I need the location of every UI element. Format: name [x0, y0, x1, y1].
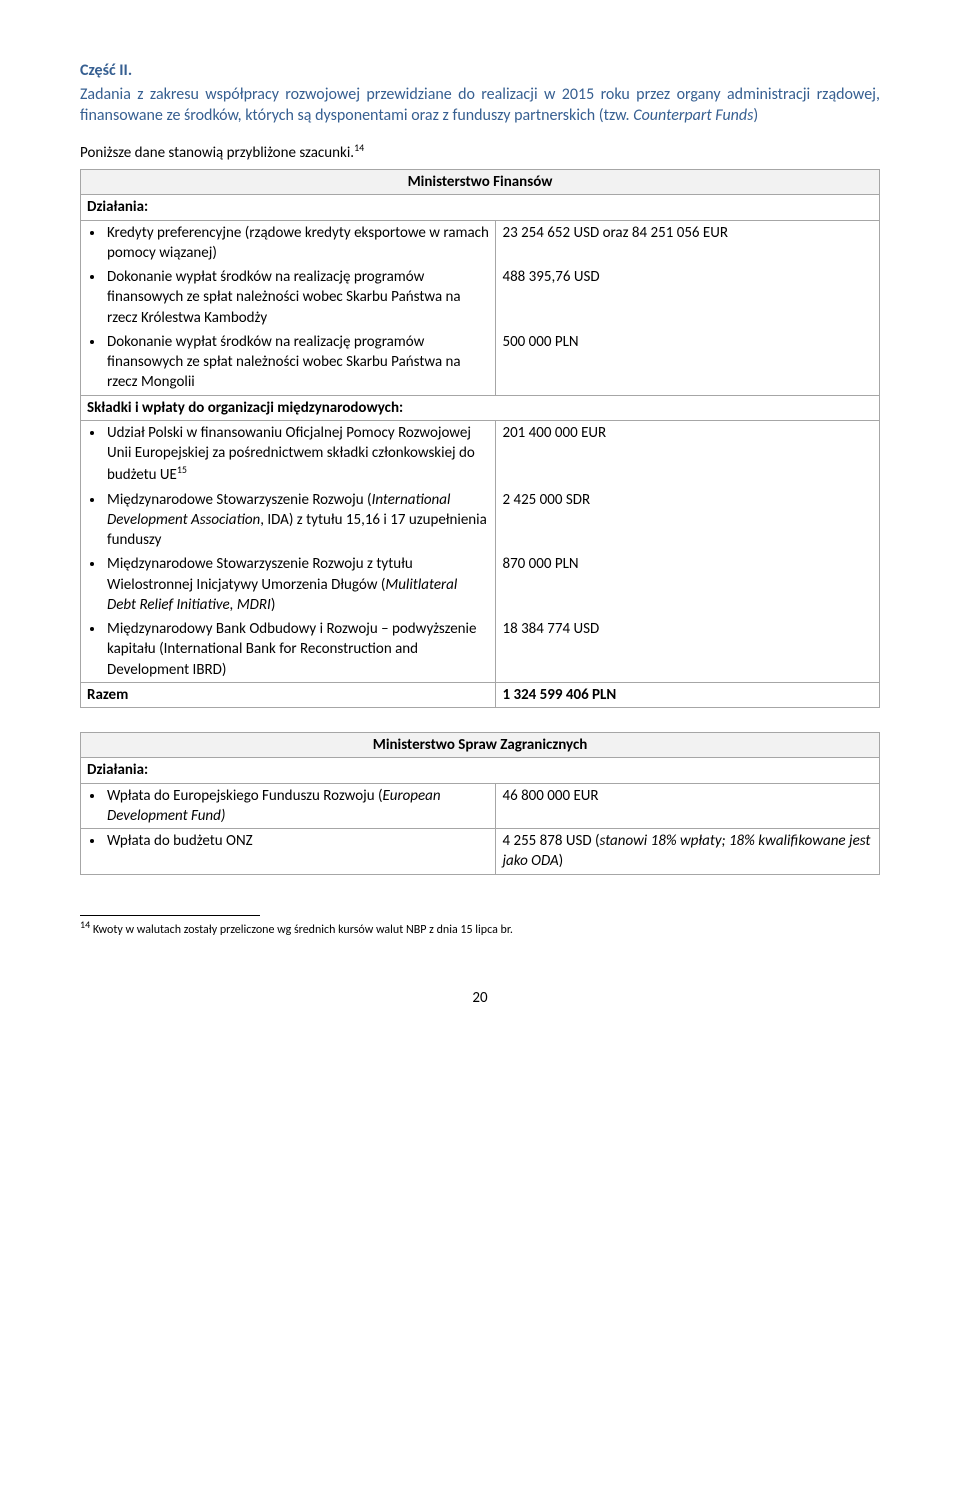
- table1-contrib-row-1-left: Udział Polski w finansowaniu Oficjalnej …: [81, 420, 496, 487]
- cell-text-pre: 4 255 878 USD (: [502, 832, 599, 850]
- list-item: Dokonanie wypłat środków na realizację p…: [105, 267, 489, 328]
- section-description: Zadania z zakresu współpracy rozwojowej …: [80, 84, 880, 127]
- table2-actions-label: Działania:: [81, 758, 880, 783]
- desc-part-italic: Counterpart Funds: [633, 106, 753, 125]
- table2-row-1-right: 46 800 000 EUR: [496, 783, 880, 829]
- table-ministry-foreign: Ministerstwo Spraw Zagranicznych Działan…: [80, 732, 880, 875]
- table1-contrib-row-1-right: 201 400 000 EUR: [496, 420, 880, 487]
- list-item: Międzynarodowy Bank Odbudowy i Rozwoju –…: [105, 619, 489, 680]
- table2-row-2-right: 4 255 878 USD (stanowi 18% wpłaty; 18% k…: [496, 829, 880, 875]
- cell-text: Udział Polski w finansowaniu Oficjalnej …: [107, 424, 475, 485]
- table2-row-1-left: Wpłata do Europejskiego Funduszu Rozwoju…: [81, 783, 496, 829]
- footnote-number: 14: [80, 918, 90, 931]
- cell-text-pre: Międzynarodowe Stowarzyszenie Rozwoju (: [107, 491, 372, 509]
- table1-action-row-2-right: 488 395,76 USD: [496, 265, 880, 330]
- table1-contrib-label: Składki i wpłaty do organizacji międzyna…: [81, 395, 880, 420]
- list-item: Udział Polski w finansowaniu Oficjalnej …: [105, 423, 489, 486]
- table1-contrib-row-3-right: 870 000 PLN: [496, 552, 880, 617]
- desc-part-3: ): [753, 106, 758, 125]
- table1-total-value: 1 324 599 406 PLN: [496, 682, 880, 707]
- table1-total-label: Razem: [81, 682, 496, 707]
- table1-contrib-row-4-right: 18 384 774 USD: [496, 617, 880, 682]
- table1-action-row-2-left: Dokonanie wypłat środków na realizację p…: [81, 265, 496, 330]
- table1-actions-label: Działania:: [81, 195, 880, 220]
- page-number: 20: [80, 988, 880, 1008]
- table2-row-2-left: Wpłata do budżetu ONZ: [81, 829, 496, 875]
- table-ministry-finance: Ministerstwo Finansów Działania: Kredyty…: [80, 169, 880, 708]
- subnote: Poniższe dane stanowią przybliżone szacu…: [80, 141, 880, 163]
- footnote-separator: [80, 915, 260, 916]
- table1-action-row-1-left: Kredyty preferencyjne (rządowe kredyty e…: [81, 220, 496, 265]
- subnote-text: Poniższe dane stanowią przybliżone szacu…: [80, 144, 354, 162]
- cell-text-post: ): [559, 852, 564, 870]
- desc-part-1: Zadania z zakresu współpracy rozwojowej …: [80, 85, 880, 126]
- table1-action-row-3-right: 500 000 PLN: [496, 330, 880, 395]
- footnote: 14 Kwoty w walutach zostały przeliczone …: [80, 918, 880, 938]
- table1-contrib-row-4-left: Międzynarodowy Bank Odbudowy i Rozwoju –…: [81, 617, 496, 682]
- table2-header: Ministerstwo Spraw Zagranicznych: [81, 733, 880, 758]
- list-item: Kredyty preferencyjne (rządowe kredyty e…: [105, 223, 489, 264]
- list-item: Międzynarodowe Stowarzyszenie Rozwoju z …: [105, 554, 489, 615]
- cell-sup: 15: [177, 463, 187, 476]
- subnote-sup: 14: [354, 141, 364, 154]
- table1-action-row-1-right: 23 254 652 USD oraz 84 251 056 EUR: [496, 220, 880, 265]
- cell-text-pre: Międzynarodowe Stowarzyszenie Rozwoju z …: [107, 555, 413, 593]
- table1-contrib-row-3-left: Międzynarodowe Stowarzyszenie Rozwoju z …: [81, 552, 496, 617]
- cell-text-pre: Wpłata do Europejskiego Funduszu Rozwoju…: [107, 787, 383, 805]
- table1-header: Ministerstwo Finansów: [81, 170, 880, 195]
- list-item: Dokonanie wypłat środków na realizację p…: [105, 332, 489, 393]
- table1-action-row-3-left: Dokonanie wypłat środków na realizację p…: [81, 330, 496, 395]
- table1-contrib-row-2-left: Międzynarodowe Stowarzyszenie Rozwoju (I…: [81, 488, 496, 553]
- list-item: Międzynarodowe Stowarzyszenie Rozwoju (I…: [105, 490, 489, 551]
- list-item: Wpłata do budżetu ONZ: [105, 831, 489, 851]
- cell-text-post: ): [271, 596, 276, 614]
- section-title: Część II.: [80, 60, 880, 82]
- list-item: Wpłata do Europejskiego Funduszu Rozwoju…: [105, 786, 489, 827]
- table1-contrib-row-2-right: 2 425 000 SDR: [496, 488, 880, 553]
- footnote-text: Kwoty w walutach zostały przeliczone wg …: [90, 923, 513, 937]
